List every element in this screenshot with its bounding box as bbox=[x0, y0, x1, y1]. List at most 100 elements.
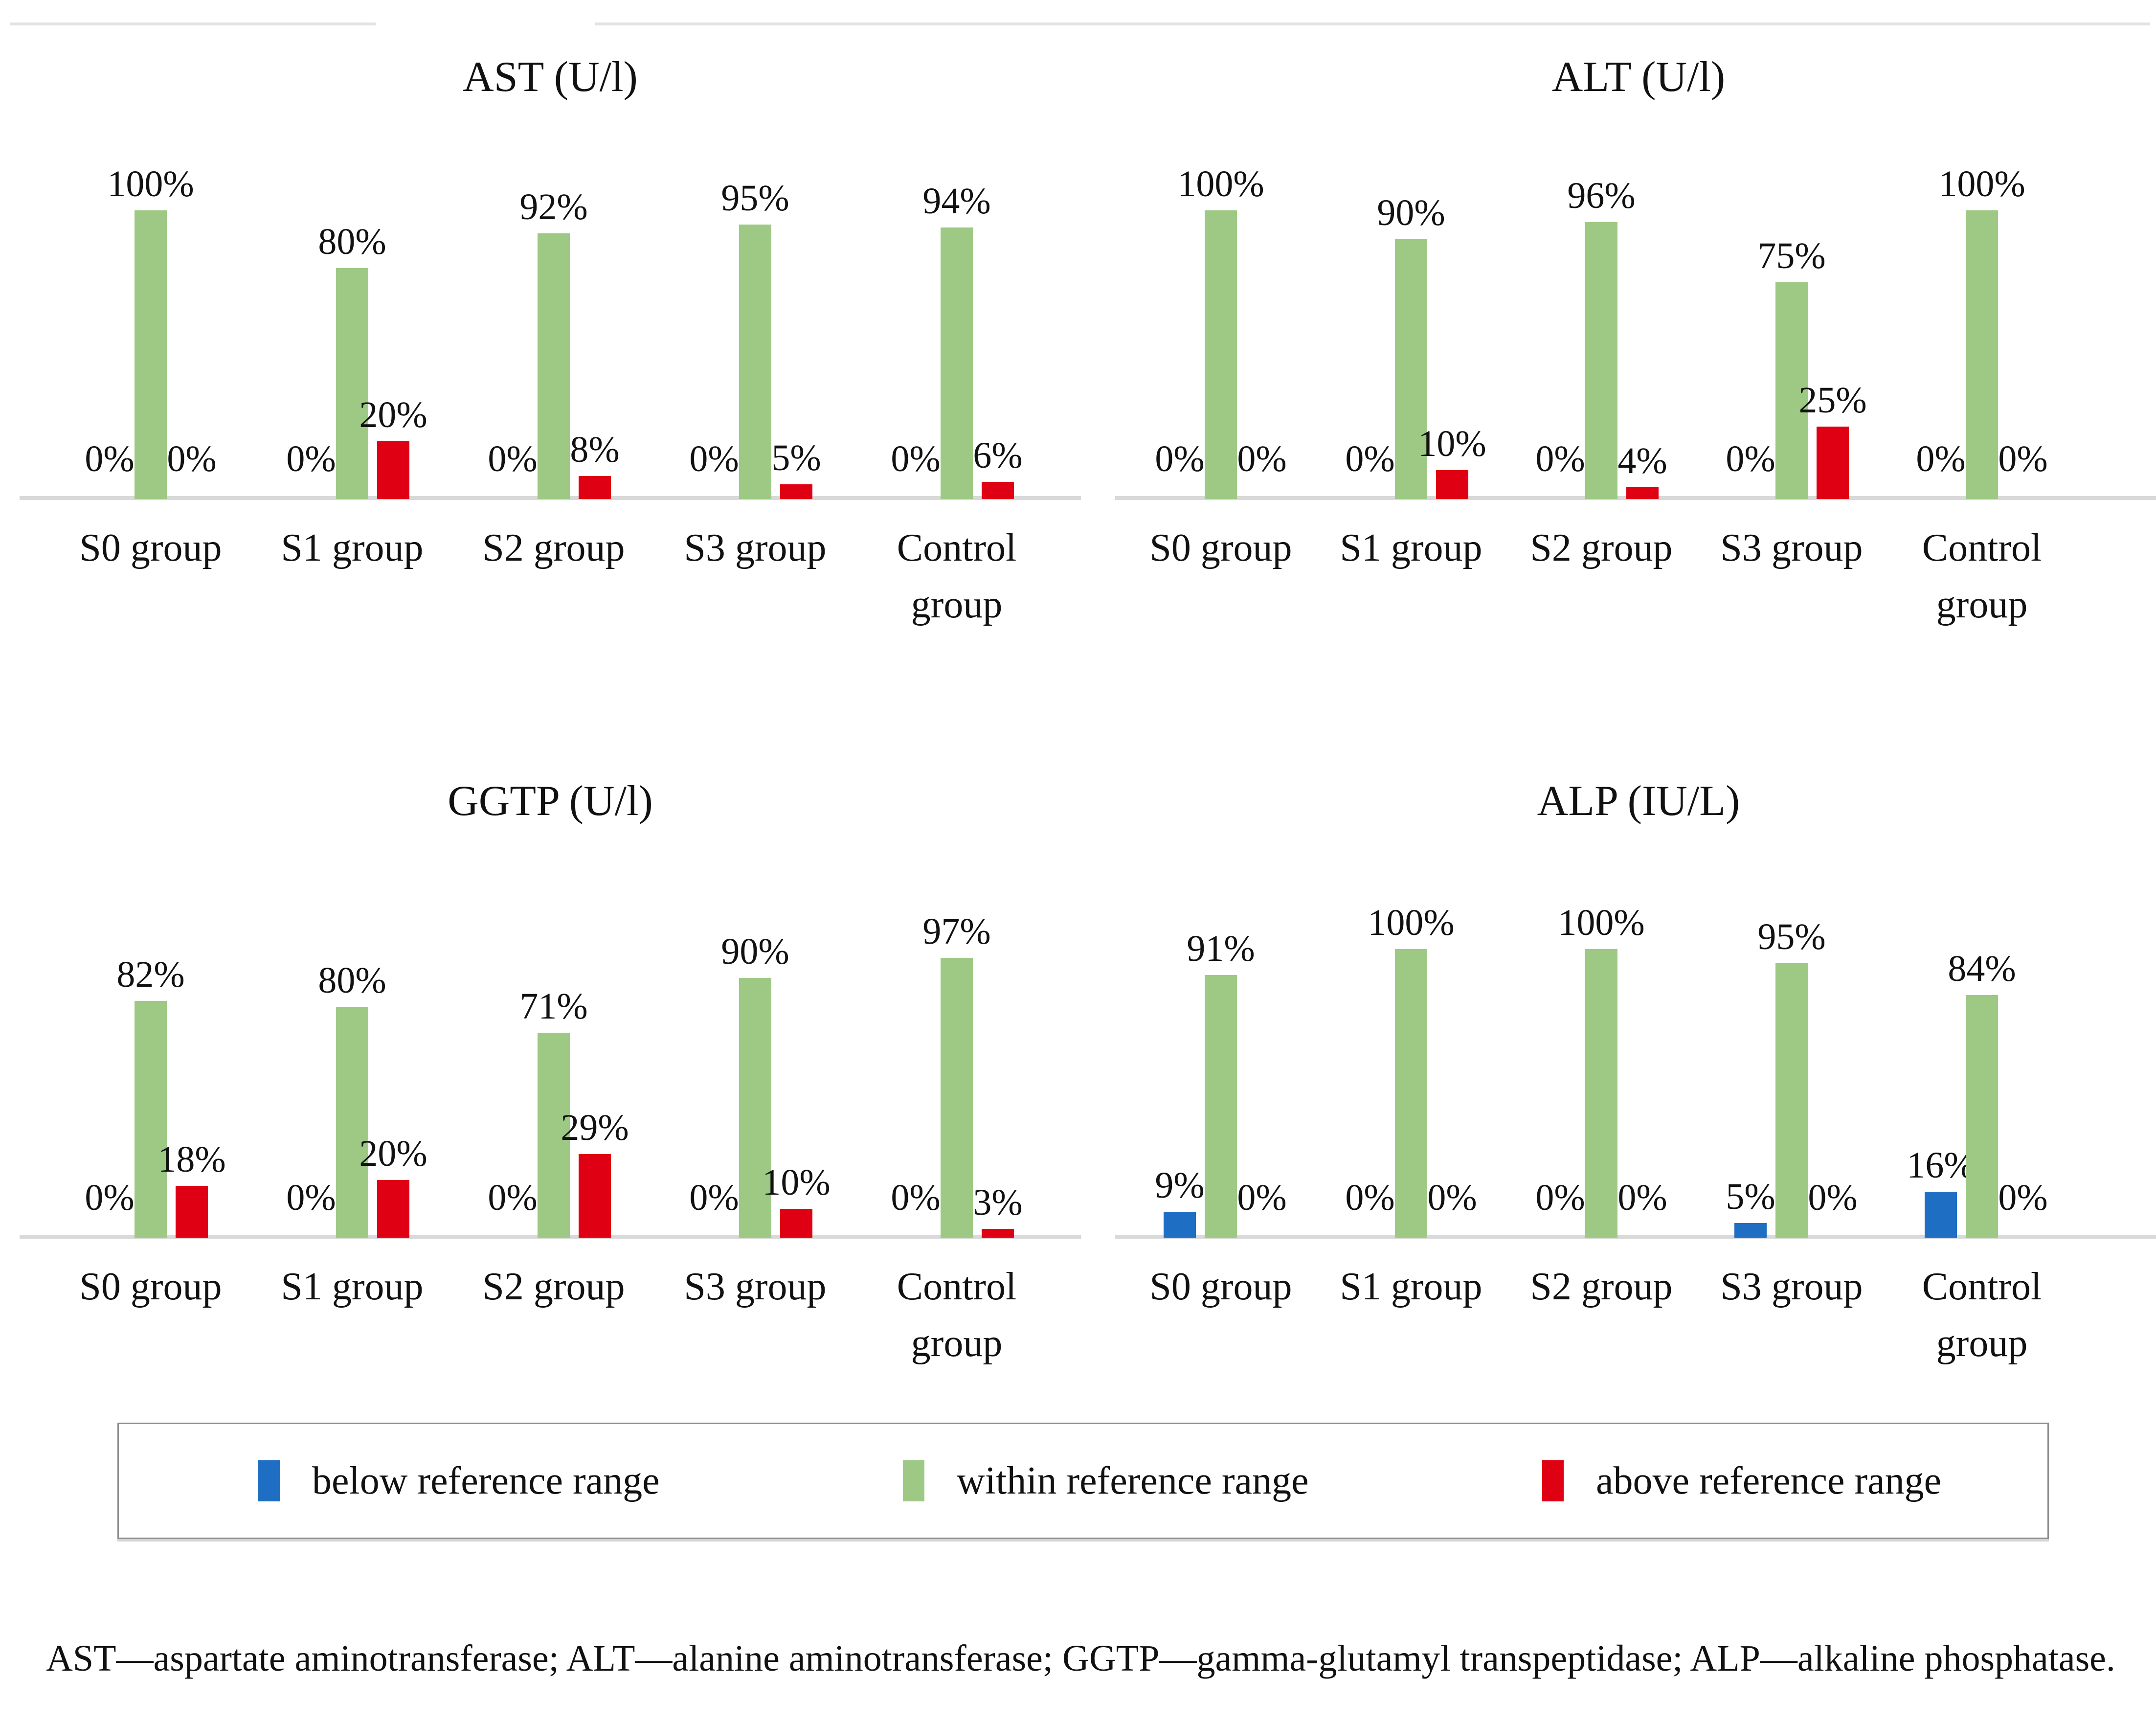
group-cluster: 16% 84% 0% bbox=[1907, 832, 2048, 1238]
bar-within bbox=[135, 1001, 167, 1238]
chart-ast: AST (U/l) 0% 100% 0% S0 group 0% 80% 20% S1 grou… bbox=[20, 49, 1081, 704]
bar-slot-within: 80% bbox=[318, 962, 386, 1238]
bar-within bbox=[941, 958, 973, 1238]
bar-slot-below: 0% bbox=[1155, 440, 1204, 499]
bar-slot-below: 16% bbox=[1907, 1147, 1975, 1238]
top-divider-line-left bbox=[10, 23, 376, 25]
top-divider-line-right bbox=[595, 23, 2150, 25]
x-axis-label: S2 group bbox=[1530, 1265, 1673, 1308]
group-cluster: 5% 95% 0% bbox=[1726, 832, 1858, 1238]
chart-title-alt: ALT (U/l) bbox=[1551, 53, 1726, 101]
value-label-below: 0% bbox=[488, 438, 538, 479]
value-label-below: 0% bbox=[1345, 438, 1395, 479]
group-cluster: 0% 100% 0% bbox=[1155, 93, 1287, 499]
value-label-above: 8% bbox=[570, 429, 620, 470]
chart-ggtp: GGTP (U/l) 0% 82% 18% S0 group 0% 80% 20% S1 gro… bbox=[20, 763, 1081, 1443]
bar-slot-within: 90% bbox=[721, 933, 789, 1238]
value-label-within: 95% bbox=[1757, 916, 1826, 957]
bar-within bbox=[1966, 995, 1998, 1238]
bar-within bbox=[1775, 963, 1808, 1238]
bar-slot-within: 100% bbox=[1558, 904, 1645, 1238]
bar-above bbox=[1626, 487, 1659, 499]
bar-below bbox=[1164, 1212, 1196, 1238]
group-cluster: 0% 100% 0% bbox=[1916, 93, 2048, 499]
value-label-within: 75% bbox=[1757, 235, 1826, 276]
x-axis-label: S1 group bbox=[281, 526, 424, 569]
bar-slot-above: 29% bbox=[561, 1109, 629, 1238]
bar-within bbox=[336, 1007, 368, 1238]
legend-label-above: above reference range bbox=[1596, 1459, 1942, 1502]
bar-slot-above: 20% bbox=[359, 1135, 427, 1238]
value-label-within: 95% bbox=[721, 178, 789, 219]
legend-item-below: below reference range bbox=[258, 1460, 660, 1501]
legend-swatch-below-icon bbox=[258, 1460, 280, 1501]
x-axis-label: S1 group bbox=[281, 1265, 424, 1308]
value-label-within: 100% bbox=[1177, 163, 1264, 204]
bar-slot-above: 0% bbox=[1427, 1179, 1477, 1238]
bar-slot-below: 0% bbox=[1345, 1179, 1394, 1238]
bar-slot-below: 0% bbox=[1535, 1179, 1585, 1238]
bar-within bbox=[739, 225, 771, 499]
value-label-below: 0% bbox=[85, 438, 135, 479]
bar-above bbox=[982, 482, 1014, 499]
group-cluster: 9% 91% 0% bbox=[1155, 832, 1287, 1238]
value-label-below: 0% bbox=[1535, 438, 1585, 479]
bar-above bbox=[377, 1180, 409, 1238]
group-cluster: 0% 82% 18% bbox=[85, 832, 226, 1238]
value-label-below: 0% bbox=[689, 1177, 739, 1218]
group-cluster: 0% 96% 4% bbox=[1535, 93, 1667, 499]
bar-slot-below: 0% bbox=[85, 440, 134, 499]
value-label-above: 0% bbox=[1998, 438, 2048, 479]
value-label-within: 92% bbox=[519, 186, 588, 227]
value-label-below: 5% bbox=[1726, 1176, 1775, 1217]
bar-slot-within: 95% bbox=[1757, 918, 1826, 1238]
bar-slot-within: 90% bbox=[1377, 194, 1445, 499]
bar-slot-above: 0% bbox=[1998, 1179, 2047, 1238]
value-label-above: 20% bbox=[359, 1133, 427, 1174]
x-axis-label: Control group bbox=[897, 1265, 1017, 1365]
value-label-above: 29% bbox=[561, 1107, 629, 1148]
value-label-above: 0% bbox=[1998, 1177, 2048, 1218]
bar-slot-above: 6% bbox=[973, 437, 1023, 499]
value-label-below: 0% bbox=[891, 438, 941, 479]
bar-slot-within: 100% bbox=[1938, 165, 2025, 499]
value-label-within: 96% bbox=[1567, 175, 1636, 216]
legend-item-within: within reference range bbox=[903, 1460, 1309, 1501]
group-cluster: 0% 71% 29% bbox=[488, 832, 629, 1238]
bar-above bbox=[176, 1186, 208, 1238]
value-label-above: 25% bbox=[1798, 380, 1867, 421]
value-label-within: 100% bbox=[107, 163, 194, 204]
bar-within bbox=[538, 233, 570, 499]
bar-above bbox=[780, 484, 812, 499]
x-axis-label: S1 group bbox=[1340, 1265, 1482, 1308]
bar-slot-within: 100% bbox=[1368, 904, 1455, 1238]
value-label-below: 16% bbox=[1907, 1145, 1975, 1186]
bar-slot-within: 92% bbox=[519, 188, 588, 499]
x-axis-label: S3 group bbox=[684, 526, 827, 569]
value-label-within: 90% bbox=[1377, 192, 1445, 233]
group-cluster: 0% 75% 25% bbox=[1726, 93, 1867, 499]
value-label-above: 18% bbox=[157, 1139, 226, 1180]
group-cluster: 0% 97% 3% bbox=[891, 832, 1023, 1238]
legend-item-above: above reference range bbox=[1542, 1460, 1941, 1501]
value-label-within: 90% bbox=[721, 931, 789, 972]
value-label-within: 80% bbox=[318, 960, 386, 1001]
value-label-above: 4% bbox=[1617, 440, 1667, 481]
bar-slot-below: 0% bbox=[1535, 440, 1585, 499]
bar-slot-above: 8% bbox=[570, 431, 620, 499]
x-axis-label: Control group bbox=[1922, 1265, 2042, 1365]
bar-within bbox=[1966, 210, 1998, 499]
figure-caption: AST—aspartate aminotransferase; ALT—alan… bbox=[46, 1638, 2115, 1679]
x-axis-label: S3 group bbox=[1720, 1265, 1863, 1308]
value-label-below: 0% bbox=[891, 1177, 941, 1218]
value-label-above: 10% bbox=[762, 1162, 831, 1203]
x-axis-label: S1 group bbox=[1340, 526, 1482, 569]
bar-slot-within: 75% bbox=[1757, 237, 1826, 499]
bar-slot-within: 84% bbox=[1948, 950, 2016, 1238]
value-label-within: 100% bbox=[1938, 163, 2025, 204]
bar-slot-above: 0% bbox=[1808, 1179, 1857, 1238]
x-axis-label: S2 group bbox=[482, 1265, 625, 1308]
bar-slot-within: 71% bbox=[519, 988, 588, 1238]
bar-slot-within: 94% bbox=[922, 182, 991, 499]
